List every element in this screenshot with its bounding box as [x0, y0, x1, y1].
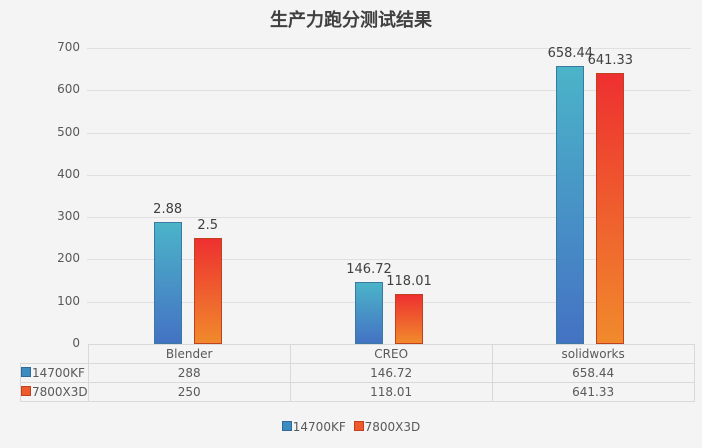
- table-header-row: Blender CREO solidworks: [20, 344, 695, 364]
- bar-14700kf-solidworks[interactable]: [556, 65, 585, 344]
- table-row: 14700KF 288 146.72 658.44: [20, 363, 695, 383]
- y-tick-label: 0: [72, 336, 80, 350]
- y-tick-label: 600: [57, 82, 80, 97]
- legend-swatch-icon: [281, 421, 292, 431]
- table-header-cell: CREO: [289, 344, 493, 364]
- gridline: [87, 48, 691, 49]
- table-cell: 250: [87, 382, 291, 402]
- gridline: [87, 217, 691, 219]
- gridline: [87, 301, 691, 303]
- y-tick-label: 200: [57, 251, 80, 266]
- table-cell: 118.01: [289, 382, 493, 402]
- bar-7800x3d-creo[interactable]: [395, 294, 423, 344]
- series-name-cell: 14700KF: [20, 363, 89, 383]
- legend-item-7800x3d[interactable]: 7800X3D: [353, 420, 420, 434]
- data-label: 2.5: [197, 218, 218, 234]
- bar-7800x3d-blender[interactable]: [193, 238, 222, 344]
- table-cell: 288: [87, 363, 291, 383]
- data-label: 2.88: [153, 202, 183, 218]
- gridline: [87, 90, 691, 92]
- table-header-cell: Blender: [87, 344, 291, 364]
- plot-area: 2.88 2.5 146.72 118.01 658.44 641.33: [87, 45, 691, 344]
- bar-14700kf-blender[interactable]: [153, 222, 182, 344]
- data-label: 146.72: [346, 261, 392, 277]
- y-tick-label: 400: [57, 166, 80, 181]
- legend-item-14700kf[interactable]: 14700KF: [281, 420, 346, 434]
- table-row: 7800X3D 250 118.01 641.33: [20, 382, 695, 402]
- y-tick-label: 100: [57, 293, 80, 308]
- series-swatch-icon: [21, 386, 31, 396]
- data-label: 658.44: [547, 45, 594, 61]
- y-tick-label: 300: [57, 209, 80, 224]
- table-cell: 658.44: [491, 363, 695, 383]
- table-header-cell: solidworks: [491, 344, 695, 364]
- chart-title: 生产力跑分测试结果: [270, 10, 432, 31]
- gridline: [87, 132, 691, 134]
- bar-7800x3d-solidworks[interactable]: [596, 72, 625, 344]
- legend-swatch-icon: [353, 421, 364, 431]
- bar-14700kf-creo[interactable]: [355, 281, 383, 344]
- series-name-cell: 7800X3D: [20, 382, 89, 402]
- data-label: 118.01: [386, 274, 432, 290]
- table-cell: 641.33: [491, 382, 695, 402]
- series-swatch-icon: [21, 367, 31, 377]
- y-tick-label: 500: [57, 124, 80, 139]
- gridline: [87, 174, 691, 176]
- table-cell: 146.72: [289, 363, 493, 383]
- y-tick-label: 700: [57, 40, 80, 54]
- data-table: Blender CREO solidworks 14700KF 288 146.…: [20, 344, 695, 402]
- legend: 14700KF 7800X3D: [0, 420, 702, 434]
- data-label: 641.33: [587, 52, 634, 68]
- gridline: [87, 259, 691, 261]
